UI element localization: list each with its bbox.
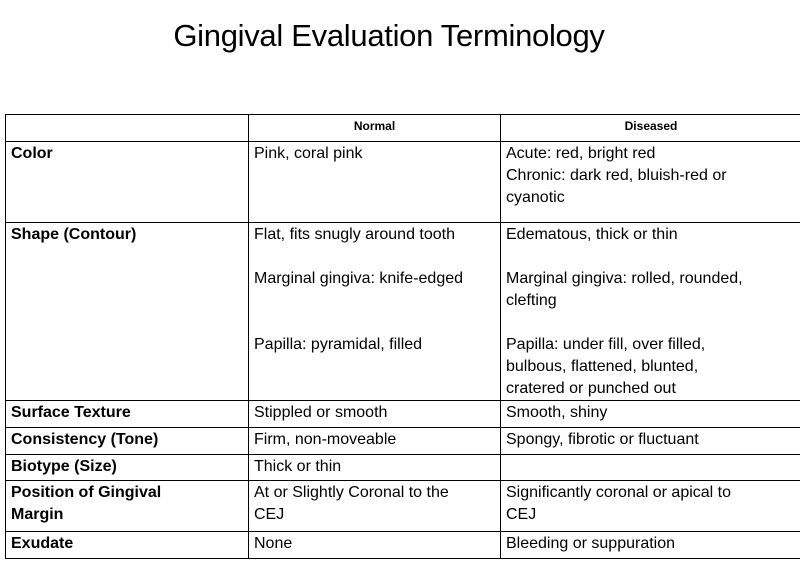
cell-line: Papilla: pyramidal, filled bbox=[254, 336, 423, 353]
cell-line: None bbox=[254, 535, 293, 552]
table-row: Color Pink, coral pink Acute: red, brigh… bbox=[5, 141, 800, 223]
table-header-row: Normal Diseased bbox=[5, 114, 800, 142]
cell-line: Bleeding or suppuration bbox=[506, 535, 676, 552]
row-label-shape: Shape (Contour) bbox=[5, 222, 249, 401]
cell-line: Flat, fits snugly around tooth bbox=[254, 226, 455, 243]
normal-cell-biotype: Thick or thin bbox=[248, 454, 501, 481]
cell-line: Position of Gingival bbox=[11, 484, 162, 501]
cell-line: Significantly coronal or apical to bbox=[506, 484, 732, 501]
line-gap bbox=[506, 246, 796, 268]
page-title: Gingival Evaluation Terminology bbox=[173, 18, 605, 53]
cell-line: cratered or punched out bbox=[506, 380, 676, 397]
cell-line: Edematous, thick or thin bbox=[506, 226, 678, 243]
cell-line: Firm, non-moveable bbox=[254, 431, 397, 448]
table-row: Surface Texture Stippled or smooth Smoot… bbox=[5, 400, 800, 428]
normal-cell-position: At or Slightly Coronal to the CEJ bbox=[248, 480, 501, 532]
normal-cell-shape: Flat, fits snugly around tooth Marginal … bbox=[248, 222, 501, 401]
diseased-cell-position: Significantly coronal or apical to CEJ bbox=[500, 480, 800, 532]
table-row: Shape (Contour) Flat, fits snugly around… bbox=[5, 222, 800, 401]
table-row: Consistency (Tone) Firm, non-moveable Sp… bbox=[5, 427, 800, 455]
line-gap bbox=[254, 290, 495, 312]
cell-line: CEJ bbox=[254, 506, 285, 523]
cell-line: Smooth, shiny bbox=[506, 404, 608, 421]
normal-cell-surface-texture: Stippled or smooth bbox=[248, 400, 501, 428]
terminology-table: Normal Diseased Color Pink, coral pink A… bbox=[5, 114, 800, 559]
row-label-surface-texture: Surface Texture bbox=[5, 400, 249, 428]
line-gap bbox=[254, 246, 495, 268]
row-label-biotype: Biotype (Size) bbox=[5, 454, 249, 481]
diseased-cell-consistency: Spongy, fibrotic or fluctuant bbox=[500, 427, 800, 455]
row-label-position: Position of Gingival Margin bbox=[5, 480, 249, 532]
line-gap bbox=[506, 312, 796, 334]
normal-cell-consistency: Firm, non-moveable bbox=[248, 427, 501, 455]
cell-line: Margin bbox=[11, 506, 64, 523]
cell-line: Spongy, fibrotic or fluctuant bbox=[506, 431, 699, 448]
cell-line: cyanotic bbox=[506, 189, 565, 206]
header-cell-normal: Normal bbox=[248, 114, 501, 142]
row-label-exudate: Exudate bbox=[5, 531, 249, 559]
table-row: Biotype (Size) Thick or thin bbox=[5, 454, 800, 481]
cell-line: Chronic: dark red, bluish-red or bbox=[506, 167, 727, 184]
cell-line: Papilla: under fill, over filled, bbox=[506, 336, 706, 353]
cell-line: clefting bbox=[506, 292, 557, 309]
table-row: Exudate None Bleeding or suppuration bbox=[5, 531, 800, 559]
row-label-color: Color bbox=[5, 141, 249, 223]
cell-line: Marginal gingiva: knife-edged bbox=[254, 270, 464, 287]
cell-line: Thick or thin bbox=[254, 458, 342, 475]
header-cell-diseased: Diseased bbox=[500, 114, 800, 142]
normal-cell-exudate: None bbox=[248, 531, 501, 559]
cell-line: At or Slightly Coronal to the bbox=[254, 484, 449, 501]
diseased-cell-exudate: Bleeding or suppuration bbox=[500, 531, 800, 559]
diseased-cell-shape: Edematous, thick or thin Marginal gingiv… bbox=[500, 222, 800, 401]
cell-line: bulbous, flattened, blunted, bbox=[506, 358, 699, 375]
normal-cell-color: Pink, coral pink bbox=[248, 141, 501, 223]
cell-line: CEJ bbox=[506, 506, 537, 523]
cell-line: Stippled or smooth bbox=[254, 404, 388, 421]
diseased-cell-color: Acute: red, bright red Chronic: dark red… bbox=[500, 141, 800, 223]
cell-line: Pink, coral pink bbox=[254, 145, 363, 162]
header-cell-blank bbox=[5, 114, 249, 142]
table-row: Position of Gingival Margin At or Slight… bbox=[5, 480, 800, 532]
row-label-consistency: Consistency (Tone) bbox=[5, 427, 249, 455]
cell-line: Acute: red, bright red bbox=[506, 145, 656, 162]
diseased-cell-surface-texture: Smooth, shiny bbox=[500, 400, 800, 428]
cell-line: Marginal gingiva: rolled, rounded, bbox=[506, 270, 743, 287]
line-gap bbox=[254, 312, 495, 334]
diseased-cell-biotype bbox=[500, 454, 800, 481]
